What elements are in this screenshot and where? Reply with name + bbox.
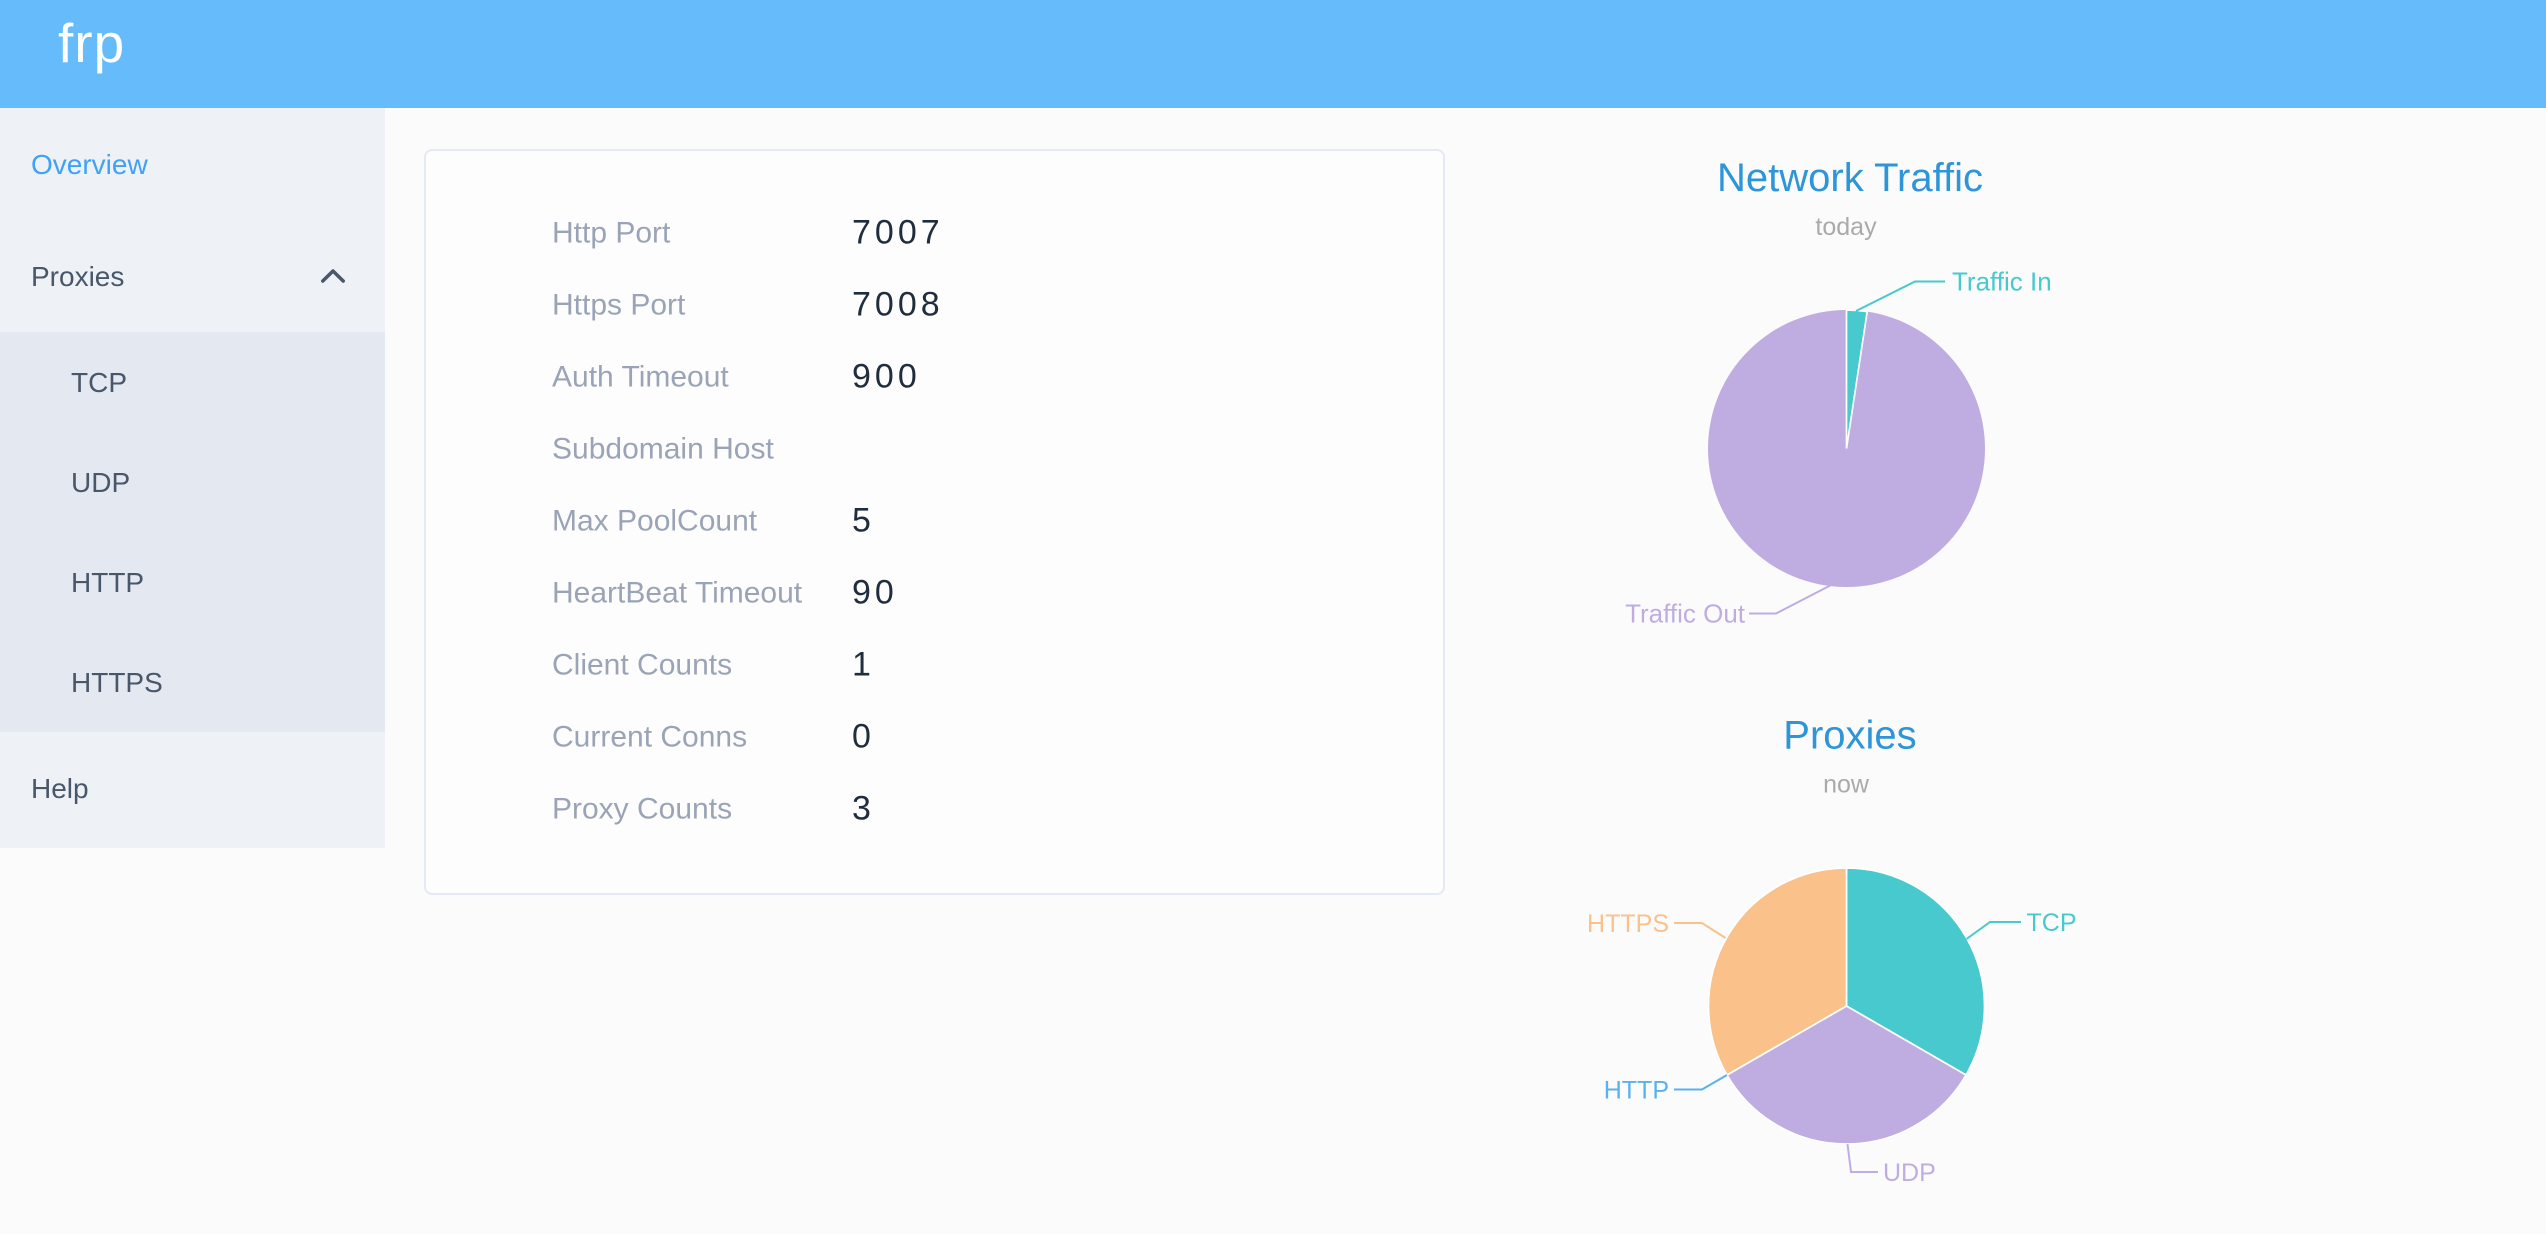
svg-text:Traffic In: Traffic In bbox=[1952, 267, 2052, 297]
svg-text:UDP: UDP bbox=[1883, 1159, 1936, 1187]
svg-text:HTTPS: HTTPS bbox=[1587, 910, 1669, 938]
svg-text:Proxies: Proxies bbox=[1783, 714, 1916, 758]
svg-text:HTTP: HTTP bbox=[1604, 1077, 1669, 1105]
svg-text:TCP: TCP bbox=[2027, 909, 2077, 937]
svg-text:Traffic Out: Traffic Out bbox=[1625, 599, 1746, 629]
svg-text:today: today bbox=[1815, 213, 1877, 241]
svg-text:now: now bbox=[1823, 771, 1870, 799]
svg-text:Network Traffic: Network Traffic bbox=[1717, 156, 1983, 200]
